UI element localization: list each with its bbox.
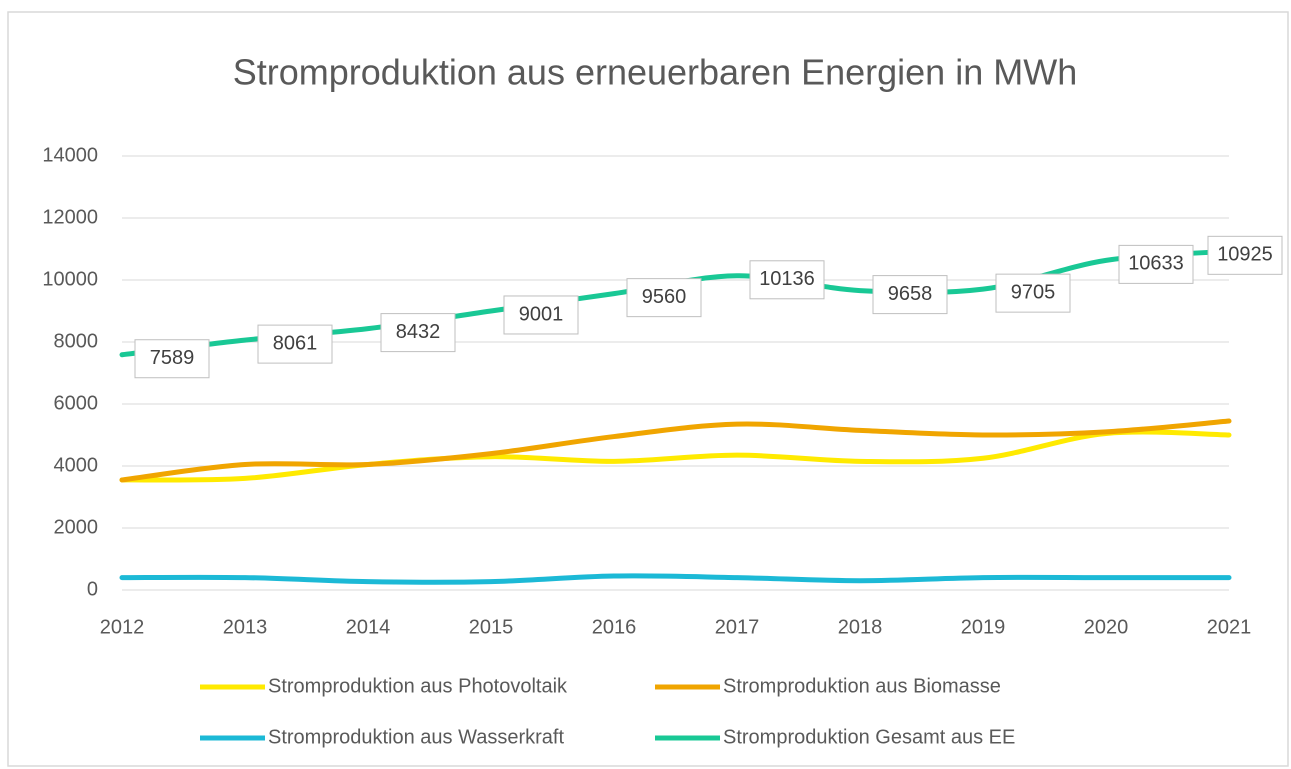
data-label: 10633 [1128, 253, 1184, 275]
data-label: 10136 [759, 268, 815, 290]
data-label: 10925 [1217, 244, 1273, 266]
data-label-box [503, 295, 579, 335]
x-tick-label: 2014 [346, 616, 391, 638]
line-series [119, 573, 1232, 585]
legend-label: Stromproduktion aus Wasserkraft [268, 726, 564, 748]
y-tick-label: 14000 [42, 144, 98, 166]
x-tick-label: 2018 [838, 616, 883, 638]
y-tick-label: 0 [87, 578, 98, 600]
line-series [119, 418, 1232, 483]
data-label-box [995, 273, 1071, 313]
y-tick-label: 12000 [42, 206, 98, 228]
legend-label: Stromproduktion aus Photovoltaik [268, 675, 568, 697]
y-tick-label: 2000 [54, 516, 99, 538]
x-tick-label: 2020 [1084, 616, 1129, 638]
line-series [119, 429, 1232, 483]
x-tick-label: 2021 [1207, 616, 1252, 638]
x-tick-label: 2016 [592, 616, 637, 638]
data-label: 8061 [273, 332, 318, 354]
y-tick-label: 4000 [54, 454, 99, 476]
y-tick-label: 10000 [42, 268, 98, 290]
data-label-box [872, 275, 948, 315]
data-label-box [749, 260, 825, 300]
data-label: 7589 [150, 347, 195, 369]
data-label-box [1118, 244, 1194, 284]
data-label-box [626, 278, 702, 318]
x-tick-label: 2012 [100, 616, 145, 638]
chart-frame [7, 11, 1289, 767]
data-label: 9658 [888, 283, 933, 305]
data-label: 9560 [642, 286, 687, 308]
x-tick-label: 2019 [961, 616, 1006, 638]
y-tick-label: 6000 [54, 392, 99, 414]
x-tick-label: 2013 [223, 616, 268, 638]
y-tick-label: 8000 [54, 330, 99, 352]
chart-title: Stromproduktion aus erneuerbaren Energie… [233, 52, 1077, 93]
data-label-box [257, 324, 333, 364]
data-label: 9705 [1011, 281, 1056, 303]
legend-label: Stromproduktion aus Biomasse [723, 675, 1001, 697]
data-label-box [134, 339, 210, 379]
legend-label: Stromproduktion Gesamt aus EE [723, 726, 1015, 748]
x-tick-label: 2017 [715, 616, 760, 638]
x-tick-label: 2015 [469, 616, 514, 638]
data-label-box [1207, 235, 1283, 275]
data-label: 8432 [396, 321, 441, 343]
data-label-box [380, 313, 456, 353]
data-label: 9001 [519, 303, 564, 325]
